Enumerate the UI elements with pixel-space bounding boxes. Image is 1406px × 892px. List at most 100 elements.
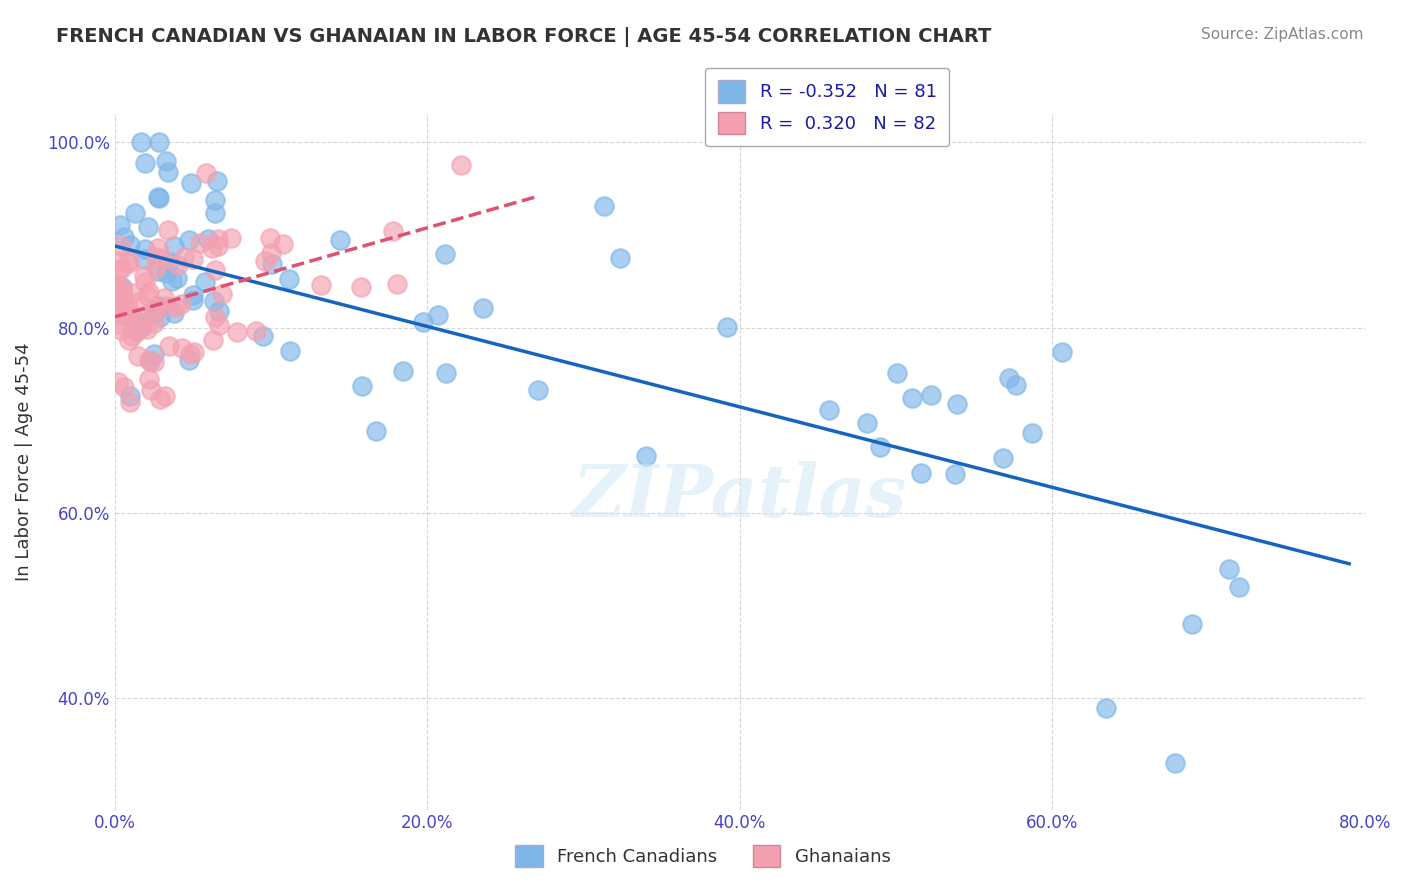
- Point: [111, 297, 134, 311]
- Point: [145, 260, 167, 275]
- Point: [124, 205, 146, 219]
- Point: [131, 320, 153, 334]
- Point: [427, 308, 450, 322]
- Point: [112, 230, 135, 244]
- Point: [221, 231, 243, 245]
- Point: [1218, 561, 1240, 575]
- Point: [163, 239, 186, 253]
- Point: [142, 316, 165, 330]
- Point: [134, 155, 156, 169]
- Point: [277, 272, 299, 286]
- Point: [998, 371, 1021, 385]
- Point: [120, 394, 142, 409]
- Point: [132, 252, 155, 267]
- Point: [121, 286, 143, 301]
- Point: [146, 264, 169, 278]
- Point: [245, 324, 267, 338]
- Point: [127, 350, 149, 364]
- Point: [450, 158, 472, 172]
- Point: [381, 224, 404, 238]
- Point: [155, 154, 177, 169]
- Point: [118, 333, 141, 347]
- Point: [385, 277, 408, 291]
- Point: [146, 190, 169, 204]
- Point: [149, 392, 172, 407]
- Point: [179, 347, 201, 361]
- Point: [201, 241, 224, 255]
- Point: [118, 254, 141, 268]
- Point: [207, 232, 229, 246]
- Point: [204, 310, 226, 324]
- Point: [1164, 756, 1187, 771]
- Point: [201, 333, 224, 347]
- Point: [110, 322, 132, 336]
- Point: [155, 266, 177, 280]
- Point: [194, 275, 217, 289]
- Point: [121, 309, 143, 323]
- Point: [181, 293, 204, 307]
- Point: [107, 376, 129, 390]
- Point: [145, 300, 167, 314]
- Point: [202, 294, 225, 309]
- Point: [183, 252, 205, 266]
- Point: [943, 467, 966, 482]
- Point: [127, 324, 149, 338]
- Point: [205, 174, 228, 188]
- Point: [173, 250, 195, 264]
- Point: [278, 343, 301, 358]
- Point: [433, 247, 456, 261]
- Y-axis label: In Labor Force | Age 45-54: In Labor Force | Age 45-54: [15, 343, 32, 582]
- Point: [472, 301, 495, 315]
- Point: [155, 299, 177, 313]
- Point: [138, 285, 160, 300]
- Legend: French Canadians, Ghanaians: French Canadians, Ghanaians: [508, 838, 898, 874]
- Point: [197, 232, 219, 246]
- Point: [134, 275, 156, 289]
- Point: [165, 300, 187, 314]
- Point: [177, 353, 200, 368]
- Point: [204, 206, 226, 220]
- Point: [148, 135, 170, 149]
- Point: [124, 314, 146, 328]
- Point: [153, 389, 176, 403]
- Point: [634, 449, 657, 463]
- Point: [143, 355, 166, 369]
- Point: [157, 222, 180, 236]
- Point: [110, 238, 132, 252]
- Point: [108, 300, 131, 314]
- Point: [160, 274, 183, 288]
- Point: [167, 258, 190, 272]
- Point: [136, 220, 159, 235]
- Point: [350, 280, 373, 294]
- Point: [108, 218, 131, 232]
- Point: [1052, 345, 1074, 359]
- Point: [157, 254, 180, 268]
- Point: [869, 440, 891, 454]
- Point: [364, 425, 387, 439]
- Point: [946, 397, 969, 411]
- Point: [143, 347, 166, 361]
- Point: [818, 403, 841, 417]
- Point: [149, 310, 172, 325]
- Point: [107, 254, 129, 268]
- Point: [271, 237, 294, 252]
- Point: [183, 288, 205, 302]
- Point: [716, 320, 738, 334]
- Point: [108, 306, 131, 320]
- Point: [609, 252, 631, 266]
- Point: [104, 276, 127, 290]
- Point: [120, 238, 142, 252]
- Point: [208, 318, 231, 333]
- Point: [329, 233, 352, 247]
- Point: [180, 176, 202, 190]
- Point: [1021, 426, 1043, 441]
- Point: [434, 366, 457, 380]
- Point: [172, 341, 194, 355]
- Point: [145, 250, 167, 264]
- Point: [104, 277, 127, 291]
- Point: [208, 304, 231, 318]
- Point: [207, 239, 229, 253]
- Point: [135, 322, 157, 336]
- Point: [118, 389, 141, 403]
- Point: [259, 230, 281, 244]
